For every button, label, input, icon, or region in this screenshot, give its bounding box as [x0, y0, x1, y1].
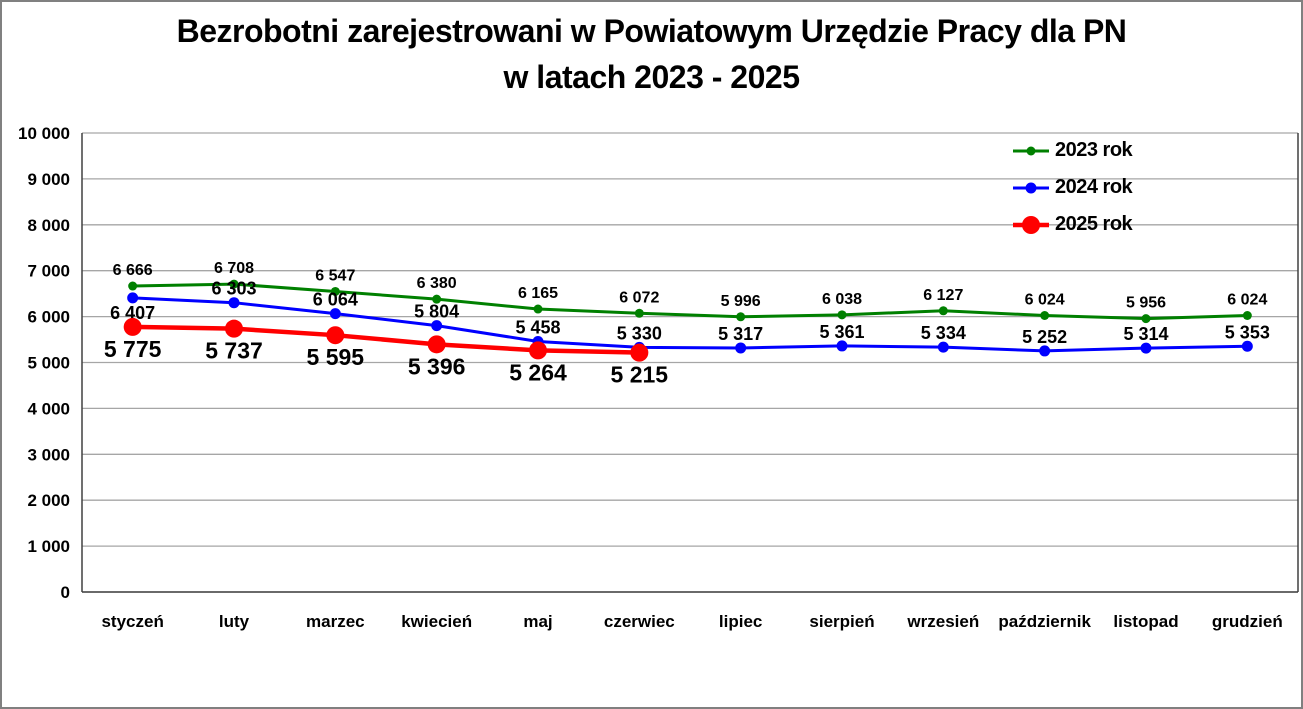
data-label: 5 396 — [408, 353, 466, 379]
data-label: 5 361 — [819, 322, 864, 342]
x-axis-label: czerwiec — [604, 612, 675, 631]
chart-title-line2: w latach 2023 - 2025 — [503, 59, 800, 95]
series-point — [1040, 310, 1050, 320]
data-label: 5 775 — [104, 336, 162, 362]
series-point — [836, 340, 848, 352]
series-point — [432, 294, 442, 304]
series-point — [938, 306, 948, 316]
x-axis-label: sierpień — [809, 612, 874, 631]
legend-marker-2025-icon — [1013, 215, 1049, 234]
x-axis-label: maj — [523, 612, 552, 631]
series-point — [1241, 340, 1253, 352]
legend-label-2025: 2025 rok — [1055, 213, 1133, 235]
legend-label-2024: 2024 rok — [1055, 176, 1133, 198]
y-axis-label: 7 000 — [27, 262, 70, 281]
data-label: 5 353 — [1225, 322, 1270, 342]
data-label: 6 303 — [211, 279, 256, 299]
legend-marker-2023-icon — [1013, 146, 1049, 155]
series-point — [229, 279, 239, 289]
data-label: 5 458 — [515, 317, 560, 337]
series-point — [529, 341, 547, 360]
series-point — [228, 297, 240, 309]
x-axis-label: październik — [998, 612, 1091, 631]
x-axis-label: luty — [219, 612, 250, 631]
series-point — [127, 292, 139, 304]
series-point — [630, 343, 649, 362]
series-point — [427, 335, 446, 354]
y-axis-label: 3 000 — [27, 445, 70, 464]
data-label: 6 165 — [518, 285, 558, 302]
data-label: 5 317 — [718, 324, 763, 344]
legend-label-2023: 2023 rok — [1055, 139, 1133, 161]
y-axis-label: 1 000 — [27, 537, 70, 556]
data-label: 5 264 — [509, 359, 567, 385]
x-axis-label: wrzesień — [906, 612, 979, 631]
data-label: 6 024 — [1227, 291, 1267, 308]
series-point — [1141, 314, 1151, 324]
series-line-2023-rok — [132, 282, 1248, 321]
series-point — [128, 281, 138, 291]
y-axis-label: 10 000 — [18, 124, 70, 143]
series-point — [1039, 345, 1051, 357]
series-point — [326, 326, 345, 345]
series-line-2024-rok — [132, 296, 1248, 353]
x-axis-label: listopad — [1113, 612, 1178, 631]
series-point — [634, 308, 644, 318]
data-label: 5 314 — [1123, 324, 1168, 344]
legend-item-2023: 2023 rok — [1012, 132, 1133, 169]
chart-title-line1: Bezrobotni zarejestrowani w Powiatowym U… — [176, 13, 1127, 49]
series-point — [329, 308, 341, 320]
data-label: 6 024 — [1025, 291, 1065, 308]
legend-marker-2024-icon — [1013, 182, 1049, 193]
series-point — [937, 341, 949, 353]
legend-item-2024: 2024 rok — [1012, 169, 1133, 206]
data-label: 5 737 — [205, 338, 263, 364]
legend-item-2025: 2025 rok — [1012, 206, 1133, 243]
data-label: 5 956 — [1126, 295, 1166, 312]
data-label: 6 708 — [214, 260, 254, 277]
series-point — [123, 317, 142, 336]
data-label: 6 064 — [313, 290, 358, 310]
data-label: 6 547 — [315, 267, 355, 284]
series-point — [431, 320, 443, 332]
series-point — [1242, 310, 1252, 320]
series-point — [1140, 342, 1152, 354]
data-label: 5 252 — [1022, 327, 1067, 347]
y-axis-label: 6 000 — [27, 308, 70, 327]
data-label: 5 595 — [307, 344, 365, 370]
data-label: 6 038 — [822, 291, 862, 308]
series-point — [837, 310, 847, 320]
data-label: 5 334 — [921, 323, 966, 343]
y-axis-label: 0 — [61, 583, 70, 602]
x-axis-label: marzec — [306, 612, 365, 631]
y-axis-label: 9 000 — [27, 170, 70, 189]
x-axis-label: kwiecień — [401, 612, 472, 631]
x-axis-label: grudzień — [1212, 612, 1283, 631]
data-label: 5 804 — [414, 302, 459, 322]
y-axis-label: 5 000 — [27, 354, 70, 373]
y-axis-label: 8 000 — [27, 216, 70, 235]
y-axis-label: 4 000 — [27, 399, 70, 418]
x-axis-label: styczeń — [101, 612, 163, 631]
series-point — [735, 342, 747, 354]
data-label: 6 127 — [923, 287, 963, 304]
data-label: 5 996 — [721, 293, 761, 310]
data-label: 6 407 — [110, 303, 155, 323]
data-label: 5 215 — [611, 362, 669, 388]
series-point — [736, 312, 746, 322]
series-point — [533, 304, 543, 314]
series-point — [225, 319, 243, 338]
data-label: 6 072 — [619, 289, 659, 306]
chart-legend: 2023 rok 2024 rok 2025 rok — [1012, 132, 1133, 243]
data-label: 5 330 — [617, 323, 662, 343]
y-axis-label: 2 000 — [27, 491, 70, 510]
series-point — [330, 286, 340, 296]
data-label: 6 666 — [113, 262, 153, 279]
x-axis-label: lipiec — [719, 612, 762, 631]
chart-title: Bezrobotni zarejestrowani w Powiatowym U… — [2, 8, 1301, 100]
series-line-2025-rok — [132, 324, 640, 355]
data-label: 6 380 — [417, 275, 457, 292]
